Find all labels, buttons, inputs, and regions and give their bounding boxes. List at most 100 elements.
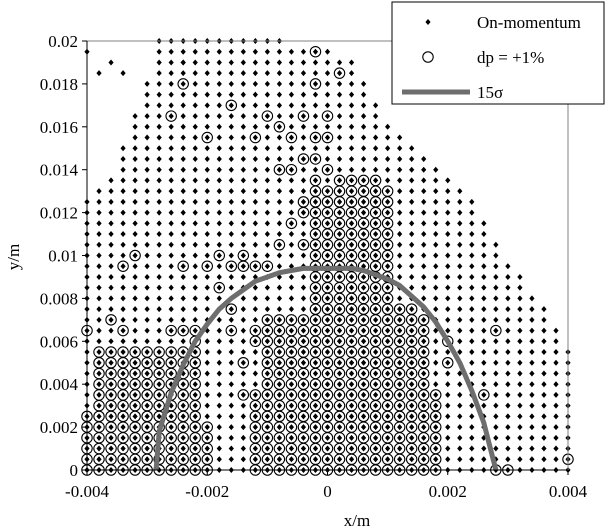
dp-plus-1-percent-point: [129, 346, 141, 358]
on-momentum-point: [457, 198, 463, 205]
on-momentum-point: [373, 177, 379, 184]
on-momentum-point: [132, 145, 138, 152]
on-momentum-point: [228, 70, 234, 77]
on-momentum-point: [445, 424, 451, 431]
on-momentum-point: [409, 209, 415, 216]
on-momentum-point: [216, 209, 222, 216]
on-momentum-point: [168, 359, 174, 366]
on-momentum-point: [108, 456, 114, 463]
on-momentum-point: [252, 295, 258, 302]
on-momentum-point: [445, 391, 451, 398]
on-momentum-point: [409, 306, 415, 313]
on-momentum-point: [276, 327, 282, 334]
on-momentum-point: [445, 381, 451, 388]
on-momentum-point: [216, 424, 222, 431]
on-momentum-point: [517, 295, 523, 302]
on-momentum-point: [156, 391, 162, 398]
on-momentum-point: [120, 209, 126, 216]
on-momentum-point: [276, 370, 282, 377]
on-momentum-point: [397, 445, 403, 452]
on-momentum-point: [373, 402, 379, 409]
on-momentum-point: [457, 327, 463, 334]
on-momentum-point: [529, 316, 535, 323]
on-momentum-point: [517, 306, 523, 313]
on-momentum-point: [336, 166, 343, 173]
on-momentum-point: [312, 381, 319, 388]
on-momentum-point: [529, 370, 535, 377]
on-momentum-point: [144, 359, 150, 366]
on-momentum-point: [324, 177, 331, 184]
on-momentum-point: [192, 91, 198, 98]
on-momentum-point: [132, 155, 138, 162]
on-momentum-point: [132, 445, 138, 452]
on-momentum-point: [397, 252, 403, 259]
on-momentum-point: [288, 327, 295, 334]
on-momentum-point: [481, 252, 487, 259]
on-momentum-point: [481, 284, 487, 291]
on-momentum-point: [264, 198, 270, 205]
on-momentum-point: [445, 327, 451, 334]
on-momentum-point: [312, 391, 319, 398]
on-momentum-point: [336, 327, 343, 334]
on-momentum-point: [385, 155, 391, 162]
on-momentum-point: [541, 359, 547, 366]
on-momentum-point: [324, 59, 331, 66]
on-momentum-point: [108, 381, 114, 388]
on-momentum-point: [96, 273, 102, 280]
on-momentum-point: [264, 209, 270, 216]
on-momentum-point: [385, 198, 391, 205]
on-momentum-point: [204, 456, 210, 463]
on-momentum-point: [192, 209, 198, 216]
on-momentum-point: [276, 166, 282, 173]
on-momentum-point: [517, 273, 523, 280]
on-momentum-point: [505, 391, 511, 398]
on-momentum-point: [397, 231, 403, 238]
y-tick-label: 0.006: [40, 332, 78, 351]
on-momentum-point: [240, 327, 246, 334]
on-momentum-point: [312, 445, 319, 452]
on-momentum-point: [481, 402, 487, 409]
on-momentum-point: [204, 349, 210, 356]
dp-plus-1-percent-point: [381, 185, 394, 197]
on-momentum-point: [276, 59, 282, 66]
on-momentum-point: [132, 456, 138, 463]
on-momentum-point: [252, 48, 258, 55]
on-momentum-point: [108, 402, 114, 409]
on-momentum-point: [409, 155, 415, 162]
on-momentum-point: [493, 252, 499, 259]
on-momentum-point: [409, 434, 415, 441]
on-momentum-point: [132, 252, 138, 259]
on-momentum-point: [300, 80, 307, 87]
on-momentum-point: [192, 231, 198, 238]
on-momentum-point: [324, 434, 331, 441]
on-momentum-point: [168, 445, 174, 452]
on-momentum-point: [324, 273, 331, 280]
on-momentum-point: [228, 252, 234, 259]
on-momentum-point: [300, 402, 307, 409]
on-momentum-point: [505, 338, 511, 345]
on-momentum-point: [397, 327, 403, 334]
on-momentum-point: [120, 188, 126, 195]
on-momentum-point: [505, 370, 511, 377]
on-momentum-point: [192, 370, 198, 377]
on-momentum-point: [493, 445, 499, 452]
on-momentum-point: [348, 155, 355, 162]
on-momentum-point: [433, 445, 439, 452]
on-momentum-point: [156, 370, 162, 377]
dp-plus-1-percent-point: [321, 131, 334, 144]
on-momentum-point: [240, 349, 246, 356]
on-momentum-point: [385, 209, 391, 216]
on-momentum-point: [132, 295, 138, 302]
on-momentum-point: [421, 295, 427, 302]
on-momentum-point: [312, 91, 319, 98]
on-momentum-point: [228, 306, 234, 313]
on-momentum-point: [204, 402, 210, 409]
on-momentum-point: [457, 402, 463, 409]
on-momentum-point: [204, 231, 210, 238]
on-momentum-point: [276, 48, 282, 55]
on-momentum-point: [204, 306, 210, 313]
on-momentum-point: [457, 456, 463, 463]
on-momentum-point: [373, 134, 379, 141]
on-momentum-point: [132, 241, 138, 248]
on-momentum-point: [348, 231, 355, 238]
